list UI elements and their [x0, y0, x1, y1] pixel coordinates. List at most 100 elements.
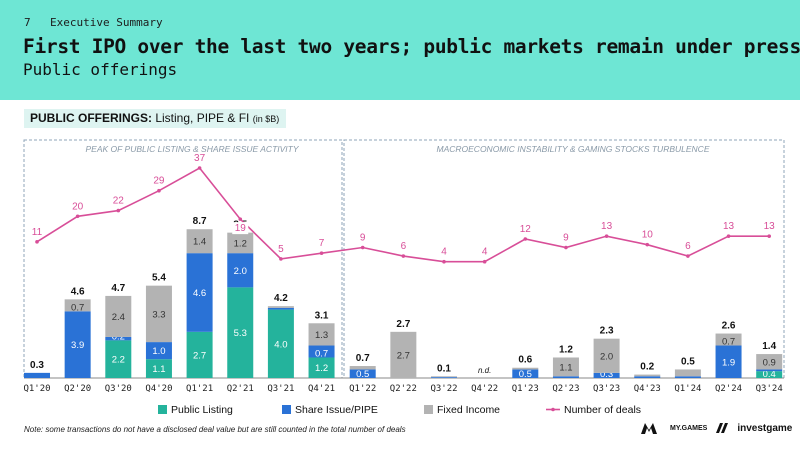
x-tick-label: Q1'20	[23, 384, 50, 394]
segment-label: 0.7	[71, 302, 84, 313]
bar-share-issue	[145, 342, 172, 360]
segment-label: 0.4	[763, 369, 776, 380]
page-subtitle: Public offerings	[23, 60, 178, 79]
deals-value-label: 19	[235, 223, 247, 234]
legend-label: Number of deals	[564, 404, 641, 416]
page-number: 7	[24, 16, 31, 29]
bar-fixed-income	[552, 357, 579, 377]
bar-total-label: 1.4	[762, 341, 776, 352]
bar-total-label: 2.3	[600, 326, 614, 337]
deals-line-layer: 11 20 22 29 37 19 5 7 9 6 4 4 12 9 13 10 6 13 13	[32, 153, 775, 264]
deals-value-label: 4	[482, 247, 488, 258]
x-tick-label: Q2'21	[227, 384, 254, 394]
x-tick-label: Q1'24	[674, 384, 701, 394]
x-tick-label: Q1'21	[186, 384, 213, 394]
segment-label: 1.2	[234, 238, 247, 249]
segment-label: 5.3	[234, 328, 247, 339]
x-tick-label: Q3'22	[430, 384, 457, 394]
deals-point	[442, 259, 446, 264]
bar-share-issue	[186, 253, 213, 332]
bar-share-issue	[227, 253, 254, 288]
segment-label: 1.2	[315, 363, 328, 374]
segment-label: 1.4	[193, 237, 206, 248]
x-tick-labels: Q1'20 Q2'20 Q3'20 Q4'20 Q1'21 Q2'21 Q3'21 Q4'21…	[23, 384, 782, 394]
bar-share-issue	[105, 336, 132, 341]
bar-fixed-income	[186, 229, 213, 254]
deals-point	[197, 166, 202, 170]
segment-label: 1.3	[315, 330, 328, 341]
deals-point	[482, 259, 487, 264]
bar-total-label: 8.7	[193, 216, 207, 227]
bar-total-label: 0.7	[356, 353, 370, 364]
segment-label: 0.7	[722, 337, 735, 348]
bar-share-issue	[593, 372, 620, 378]
bar-share-issue	[267, 307, 294, 310]
chart-label: PUBLIC OFFERINGS: Listing, PIPE & FI (in…	[24, 109, 286, 128]
bar-fixed-income	[390, 331, 417, 378]
segment-label: 2.0	[234, 266, 247, 277]
bar-fixed-income	[593, 338, 620, 373]
legend-label: Share Issue/PIPE	[295, 404, 378, 416]
x-tick-label: Q3'21	[267, 384, 294, 394]
deals-value-label: 9	[563, 233, 569, 244]
x-tick-label: Q2'23	[552, 384, 579, 394]
page-title: First IPO over the last two years; publi…	[23, 35, 800, 58]
segment-label: 2.0	[600, 351, 613, 362]
segment-label: 1.1	[559, 362, 572, 373]
x-tick-label: Q3'23	[593, 384, 620, 394]
bar-share-issue	[634, 376, 661, 378]
legend-swatch	[158, 405, 167, 414]
section-name: Executive Summary	[50, 16, 163, 29]
x-tick-label: Q3'20	[105, 384, 132, 394]
deals-value-label: 11	[32, 227, 43, 238]
bar-total-label: 4.6	[71, 286, 85, 297]
deals-value-label: 4	[441, 247, 447, 258]
deals-value-label: 13	[601, 221, 613, 232]
segment-label: 1.1	[152, 364, 165, 375]
legend-swatch	[424, 405, 433, 414]
deals-label-bg	[232, 222, 249, 235]
segment-label: 3.3	[152, 309, 165, 320]
bar-listing	[308, 357, 335, 378]
bar-listing	[145, 359, 172, 378]
bar-total-label: 4.7	[111, 283, 125, 294]
bar-fixed-income	[267, 306, 294, 308]
deals-point	[116, 208, 121, 213]
deals-point	[279, 257, 283, 261]
bar-total-label: 5.4	[152, 273, 166, 284]
deals-value-label: 12	[520, 224, 532, 235]
investgame-logo-icon	[716, 423, 729, 433]
deals-value-label: 9	[360, 233, 366, 244]
legend: Public Listing Share Issue/PIPE Fixed Inco…	[158, 404, 641, 416]
deals-value-label: 6	[685, 241, 691, 252]
x-tick-label: Q4'20	[145, 384, 172, 394]
bar-share-issue	[64, 311, 91, 378]
deals-point	[523, 237, 528, 241]
bars-layer: 0.3 3.9 0.7 4.6 2.2 0.2 2.4 4.7 1.1 1.0 3.3 5.4 2.7 4…	[24, 216, 783, 380]
bar-fixed-income	[64, 299, 91, 312]
deals-point	[238, 217, 243, 221]
segment-label: 1.0	[152, 346, 165, 357]
panel-left-label: PEAK OF PUBLIC LISTING & SHARE ISSUE ACT…	[85, 144, 299, 154]
bar-fixed-income	[674, 369, 701, 377]
segment-label: 2.4	[112, 312, 125, 323]
legend-label: Fixed Income	[437, 404, 500, 416]
deals-point	[564, 245, 568, 250]
deals-value-label: 22	[113, 196, 125, 207]
mygames-logo-icon	[641, 423, 657, 434]
bar-total-label: 0.3	[30, 360, 44, 371]
bar-fixed-income	[105, 295, 132, 337]
segment-label: 0.3	[600, 369, 613, 380]
segment-label: 0.7	[315, 348, 328, 359]
bar-share-issue	[24, 372, 50, 378]
deals-value-label: 13	[723, 221, 735, 232]
x-tick-label: Q1'23	[512, 384, 539, 394]
x-tick-label: Q4'21	[308, 384, 335, 394]
logos: MY.GAMES investgame	[640, 420, 792, 436]
chart-label-bold: PUBLIC OFFERINGS:	[30, 111, 152, 125]
bar-listing	[267, 309, 294, 378]
legend-swatch	[282, 405, 291, 414]
bar-total-label: 4.2	[274, 293, 288, 304]
legend-label: Public Listing	[171, 404, 233, 416]
deals-point	[75, 214, 80, 219]
